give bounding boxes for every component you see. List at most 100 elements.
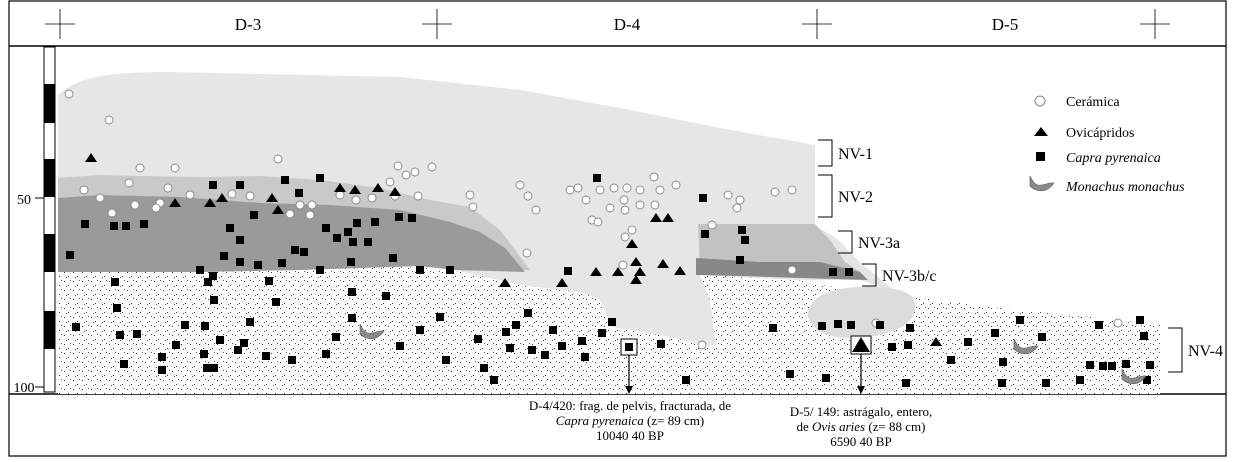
annotation-d5-depth: (z= 88 cm) — [865, 419, 926, 434]
ceramic-find — [130, 200, 140, 210]
capra-find — [66, 251, 74, 259]
level-label-nv2: NV-2 — [838, 189, 873, 206]
ceramic-find — [618, 260, 628, 270]
ceramic-find — [649, 172, 659, 182]
capra-find — [322, 350, 330, 358]
capra-find — [1146, 361, 1154, 369]
capra-find — [1042, 379, 1050, 387]
ovicaprid-find — [674, 266, 686, 275]
capra-find — [682, 376, 690, 384]
ceramic-find — [732, 203, 742, 213]
layer-nv1 — [58, 72, 900, 345]
square-icon — [1036, 152, 1045, 161]
ovicaprid-find — [334, 183, 346, 192]
ovicaprid-find — [499, 278, 511, 287]
annotation-d5-line2: de Ovis aries (z= 88 cm) — [716, 419, 1006, 434]
ceramic-find — [620, 232, 630, 242]
ceramic-find — [707, 220, 717, 230]
ceramic-find — [735, 195, 745, 205]
capra-find — [389, 254, 397, 262]
capra-find — [353, 219, 361, 227]
capra-find — [116, 331, 124, 339]
ceramic-find — [401, 170, 411, 180]
ceramic-find — [723, 190, 733, 200]
capra-find — [347, 258, 355, 266]
capra-find — [288, 356, 296, 364]
capra-find — [382, 292, 390, 300]
ovicaprid-find — [372, 183, 384, 192]
capra-find — [1143, 376, 1151, 384]
monachus-find — [1121, 368, 1147, 385]
ceramic-find — [305, 210, 315, 220]
level-label-nv4: NV-4 — [1188, 343, 1223, 360]
capra-find — [829, 268, 837, 276]
ceramic-find — [285, 209, 295, 219]
capra-find — [512, 321, 520, 329]
capra-find — [333, 234, 341, 242]
ceramic-find — [163, 183, 173, 193]
capra-find — [122, 222, 130, 230]
capra-find — [446, 266, 454, 274]
capra-find — [220, 252, 228, 260]
ceramic-find — [307, 200, 317, 210]
capra-find — [991, 329, 999, 337]
capra-find — [847, 321, 855, 329]
capra-find — [210, 296, 218, 304]
capra-find — [348, 314, 356, 322]
capra-find — [1038, 333, 1046, 341]
capra-find — [876, 321, 884, 329]
capra-find — [436, 313, 444, 321]
ceramic-find — [531, 205, 541, 215]
ceramic-find — [697, 340, 707, 350]
capra-find — [528, 346, 536, 354]
ceramic-find — [465, 190, 475, 200]
square-label-d4: D-4 — [614, 15, 641, 34]
annotation-d4-420: D-4/420: frag. de pelvis, fracturada, de… — [430, 398, 830, 443]
square-label-d3: D-3 — [235, 15, 261, 34]
ceramic-find — [515, 180, 525, 190]
capra-find — [738, 226, 746, 234]
ceramic-find — [655, 185, 665, 195]
capra-find — [1076, 376, 1084, 384]
ceramic-find — [605, 203, 615, 213]
ceramic-find — [135, 163, 145, 173]
ceramic-find — [227, 189, 237, 199]
ceramic-find — [622, 183, 632, 193]
ovicaprid-find — [662, 213, 674, 222]
ovicaprid-find — [266, 193, 278, 202]
capra-find — [140, 220, 148, 228]
capra-find — [408, 214, 416, 222]
capra-find — [133, 330, 141, 338]
capra-find — [964, 338, 972, 346]
level-label-nv3a: NV-3a — [858, 235, 900, 252]
capra-find — [608, 318, 616, 326]
ceramic-find — [593, 217, 603, 227]
monachus-find — [1013, 338, 1039, 355]
ceramic-find — [367, 193, 377, 203]
level-brackets — [818, 139, 1183, 373]
annotation-d5-prefix: de — [796, 419, 813, 434]
annotation-d5-149: D-5/ 149: astrágalo, entero, de Ovis ari… — [716, 404, 1006, 449]
capra-find — [110, 222, 118, 230]
square-label-d5: D-5 — [992, 15, 1018, 34]
capra-find — [699, 194, 707, 202]
find-markers — [64, 89, 1154, 387]
ceramic-find — [124, 178, 134, 188]
open-circle-icon — [1034, 95, 1046, 107]
capra-find — [120, 360, 128, 368]
grid-crosses — [45, 9, 1170, 39]
capra-find — [564, 267, 572, 275]
annotation-d5-line1: D-5/ 149: astrágalo, entero, — [789, 404, 933, 419]
capra-find — [246, 318, 254, 326]
ovicaprid-find — [590, 267, 602, 276]
capra-find — [822, 374, 830, 382]
capra-find — [769, 324, 777, 332]
figure-frame — [8, 0, 1227, 457]
ovicaprid-find — [389, 187, 401, 196]
ceramic-find — [245, 191, 255, 201]
legend-ovicaprids-label: Ovicápridos — [1066, 126, 1134, 141]
ovicaprid-find — [650, 213, 662, 222]
capra-find — [416, 326, 424, 334]
capra-find — [1016, 316, 1024, 324]
